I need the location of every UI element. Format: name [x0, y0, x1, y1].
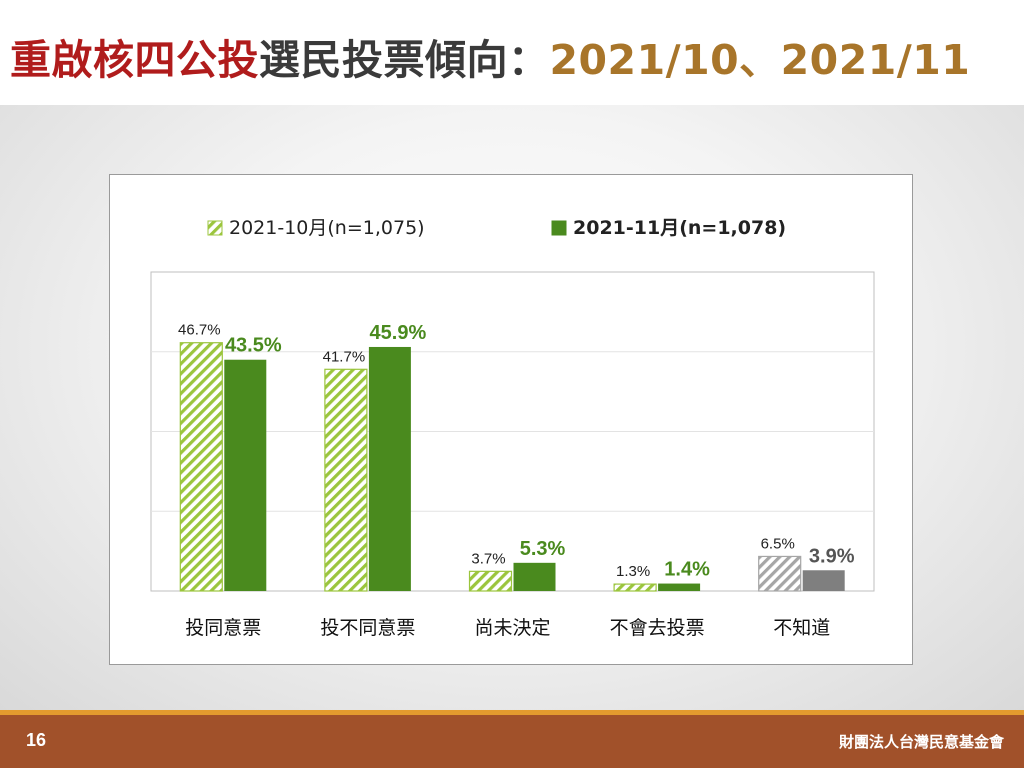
- category-label: 尚未決定: [474, 617, 550, 639]
- bar: [802, 570, 845, 591]
- slide-title: 重啟核四公投選民投票傾向：2021/10、2021/11: [10, 26, 970, 96]
- legend-swatch: [207, 220, 223, 236]
- title-subject: 選民投票傾向：: [259, 36, 550, 84]
- title-topic: 重啟核四公投: [10, 36, 259, 84]
- bar: [613, 583, 657, 592]
- slide-header: 重啟核四公投選民投票傾向：2021/10、2021/11: [0, 0, 1024, 105]
- bar: [179, 342, 223, 592]
- data-label: 41.7%: [323, 348, 366, 365]
- data-label: 1.4%: [664, 559, 710, 581]
- title-period: 2021/10、2021/11: [549, 36, 971, 84]
- data-label: 5.3%: [520, 538, 566, 560]
- footer-stripe: [0, 710, 1024, 715]
- bar: [513, 562, 556, 591]
- bar: [324, 368, 368, 592]
- data-label: 46.7%: [178, 322, 221, 339]
- slide-footer: 16 財團法人台灣民意基金會: [0, 715, 1024, 768]
- category-label: 不會去投票: [610, 617, 705, 639]
- page-number: 16: [26, 730, 47, 750]
- category-label: 不知道: [773, 617, 830, 639]
- organization-name: 財團法人台灣民意基金會: [838, 733, 1004, 751]
- legend-label: 2021-10月(n=1,075): [229, 217, 425, 239]
- legend-swatch: [551, 220, 567, 236]
- bar: [758, 555, 802, 592]
- bar-chart: 2021-10月(n=1,075) 2021-11月(n=1,078) 46.7%…: [150, 217, 875, 639]
- data-label: 45.9%: [370, 322, 427, 344]
- chart-frame: 2021-10月(n=1,075) 2021-11月(n=1,078) 46.7%…: [109, 174, 913, 665]
- bar: [468, 570, 513, 592]
- data-label: 3.7%: [471, 550, 505, 567]
- category-label: 投不同意票: [320, 617, 415, 639]
- data-label: 6.5%: [761, 535, 795, 552]
- bar: [368, 346, 411, 591]
- data-label: 3.9%: [809, 545, 855, 567]
- data-label: 1.3%: [616, 563, 650, 580]
- data-label: 43.5%: [225, 335, 282, 357]
- plot-area: 46.7%43.5% 投同意票 41.7%45.9% 投不同意票 3.7% 5.3% 尚未決…: [150, 271, 875, 639]
- legend-label: 2021-11月(n=1,078): [573, 217, 786, 239]
- category-label: 投同意票: [185, 617, 261, 639]
- bar: [224, 359, 267, 591]
- bar: [658, 583, 701, 591]
- chart-legend: 2021-10月(n=1,075) 2021-11月(n=1,078): [207, 217, 786, 239]
